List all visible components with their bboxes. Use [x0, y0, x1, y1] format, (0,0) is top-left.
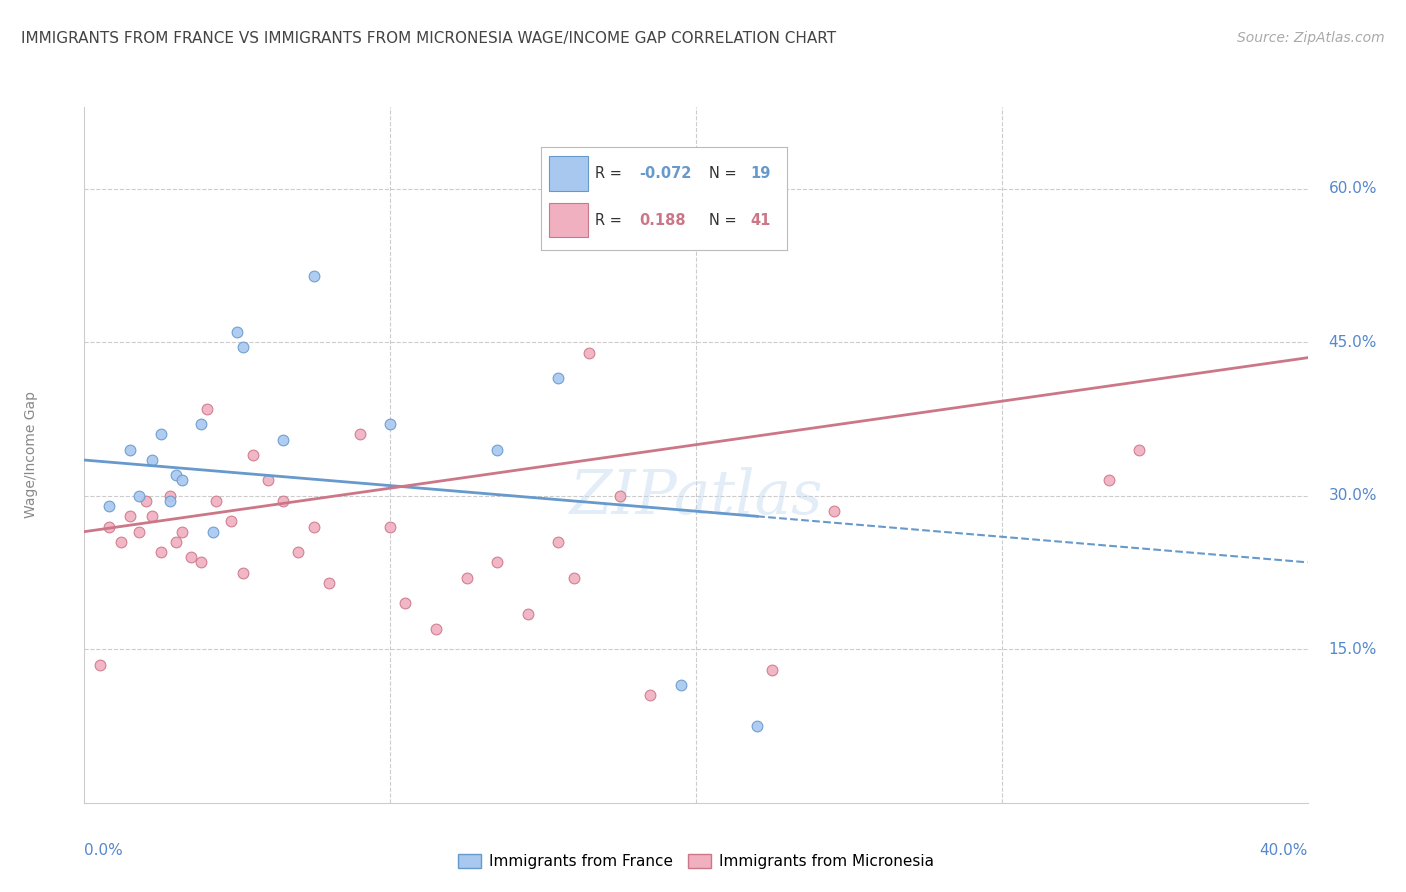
Bar — [548, 156, 588, 191]
Text: 0.0%: 0.0% — [84, 843, 124, 858]
Text: IMMIGRANTS FROM FRANCE VS IMMIGRANTS FROM MICRONESIA WAGE/INCOME GAP CORRELATION: IMMIGRANTS FROM FRANCE VS IMMIGRANTS FRO… — [21, 31, 837, 46]
Point — [149, 545, 172, 559]
Point — [394, 596, 416, 610]
Point — [120, 509, 142, 524]
Point — [669, 678, 692, 692]
Text: R =: R = — [596, 212, 623, 227]
Text: 41: 41 — [751, 212, 770, 227]
Text: 45.0%: 45.0% — [1329, 334, 1376, 350]
Point — [205, 494, 228, 508]
Point — [141, 453, 163, 467]
Point — [716, 187, 738, 202]
Point — [232, 566, 254, 580]
Point — [242, 448, 264, 462]
Point — [201, 524, 224, 539]
Point — [97, 519, 120, 533]
Point — [97, 499, 120, 513]
Bar — [548, 202, 588, 237]
Text: 19: 19 — [751, 166, 770, 181]
Point — [609, 489, 631, 503]
Point — [141, 509, 163, 524]
Point — [669, 218, 692, 232]
Point — [180, 550, 202, 565]
Point — [1098, 474, 1121, 488]
Text: Wage/Income Gap: Wage/Income Gap — [24, 392, 38, 518]
Point — [120, 442, 142, 457]
Point — [172, 524, 194, 539]
Point — [516, 607, 538, 621]
Point — [165, 535, 187, 549]
Point — [547, 535, 569, 549]
Point — [638, 689, 661, 703]
Point — [128, 489, 150, 503]
Text: -0.072: -0.072 — [640, 166, 692, 181]
Point — [159, 489, 181, 503]
Point — [302, 519, 325, 533]
Point — [425, 622, 447, 636]
Point — [761, 663, 783, 677]
Point — [349, 427, 371, 442]
Point — [232, 341, 254, 355]
Point — [128, 524, 150, 539]
Text: N =: N = — [709, 212, 737, 227]
Point — [271, 433, 294, 447]
Text: 40.0%: 40.0% — [1260, 843, 1308, 858]
Point — [89, 657, 111, 672]
Point — [486, 442, 509, 457]
Point — [747, 719, 769, 733]
Text: 60.0%: 60.0% — [1329, 181, 1376, 196]
Point — [165, 468, 187, 483]
Point — [823, 504, 845, 518]
Point — [562, 571, 585, 585]
Text: Source: ZipAtlas.com: Source: ZipAtlas.com — [1237, 31, 1385, 45]
Point — [219, 515, 242, 529]
Point — [110, 535, 132, 549]
Point — [302, 268, 325, 283]
Point — [190, 555, 212, 569]
Point — [149, 427, 172, 442]
Point — [547, 371, 569, 385]
Point — [172, 474, 194, 488]
Point — [578, 345, 600, 359]
Text: 15.0%: 15.0% — [1329, 642, 1376, 657]
Point — [287, 545, 309, 559]
Point — [135, 494, 157, 508]
Legend: Immigrants from France, Immigrants from Micronesia: Immigrants from France, Immigrants from … — [453, 848, 939, 875]
Point — [1128, 442, 1150, 457]
Point — [380, 417, 402, 432]
Point — [190, 417, 212, 432]
Point — [257, 474, 280, 488]
Text: N =: N = — [709, 166, 737, 181]
Point — [195, 401, 218, 416]
Text: R =: R = — [596, 166, 623, 181]
Point — [271, 494, 294, 508]
Point — [159, 494, 181, 508]
Text: ZIPatlas: ZIPatlas — [569, 467, 823, 526]
Point — [486, 555, 509, 569]
Text: 30.0%: 30.0% — [1329, 488, 1376, 503]
Point — [226, 325, 249, 339]
Point — [380, 519, 402, 533]
Point — [456, 571, 478, 585]
Text: 0.188: 0.188 — [640, 212, 686, 227]
Point — [318, 575, 340, 590]
